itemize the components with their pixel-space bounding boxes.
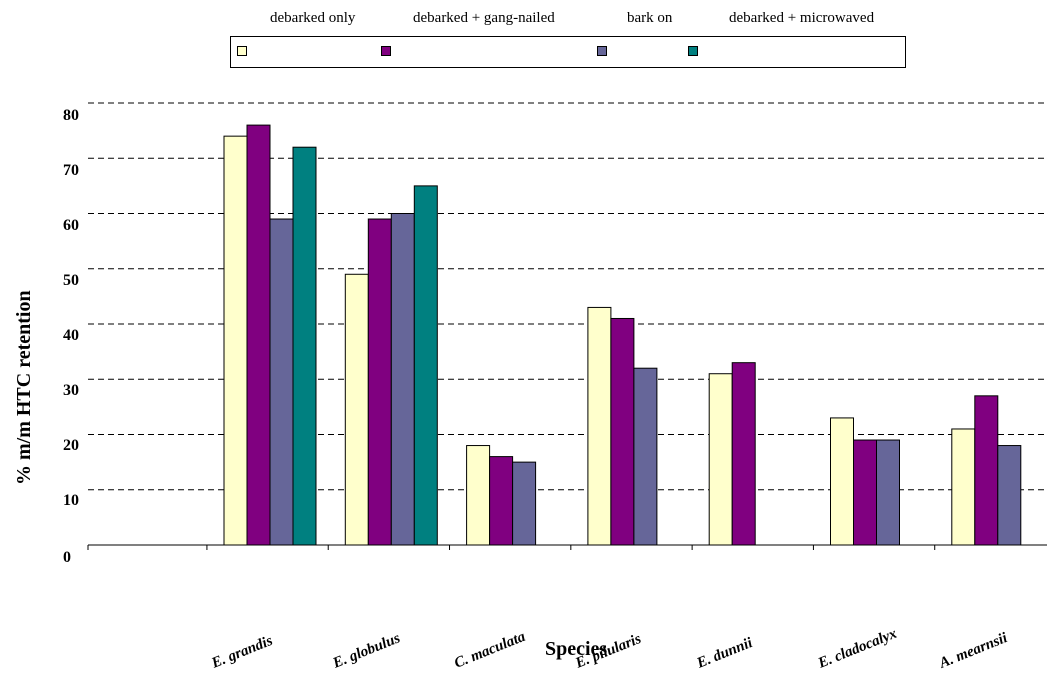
legend-label-bark-on: bark on — [627, 10, 673, 26]
bar — [853, 439, 877, 546]
bar — [830, 417, 854, 546]
legend-swatch-debarked-only — [237, 46, 247, 56]
y-tick-label: 10 — [63, 492, 79, 509]
bar — [633, 367, 658, 546]
bar — [876, 439, 900, 546]
bar — [390, 213, 415, 546]
bar — [731, 362, 756, 546]
y-tick-label: 20 — [63, 437, 79, 454]
bar — [708, 373, 733, 546]
y-tick-label: 70 — [63, 162, 79, 179]
x-tick-label: E. dunnii — [694, 635, 756, 672]
x-axis-label: Species — [545, 638, 607, 660]
bar — [489, 456, 514, 546]
bar — [997, 445, 1022, 546]
y-axis-label: % m/m HTC retention — [13, 290, 35, 485]
y-tick-label: 50 — [63, 272, 79, 289]
bar — [951, 428, 976, 546]
y-tick-label: 0 — [63, 549, 71, 566]
y-tick-label: 80 — [63, 107, 79, 124]
bar — [512, 461, 537, 546]
legend-label-debarked-only: debarked only — [270, 10, 356, 26]
bar — [610, 317, 635, 546]
legend-label-debarked-microwaved: debarked + microwaved — [729, 10, 875, 26]
bar — [269, 218, 294, 546]
x-tick-label: E. globulus — [330, 630, 403, 672]
bar — [223, 135, 248, 546]
x-tick-label: E. grandis — [209, 633, 276, 672]
chart-legend — [230, 36, 906, 68]
bar — [587, 306, 612, 546]
bar — [466, 445, 491, 546]
bar — [344, 273, 369, 546]
bar — [367, 218, 392, 546]
x-tick-label: A. mearnsii — [936, 630, 1010, 672]
y-tick-label: 60 — [63, 217, 79, 234]
bar — [246, 124, 271, 546]
x-tick-label: E. cladocalyx — [815, 625, 900, 672]
legend-swatch-debarked-microwaved — [688, 46, 698, 56]
bar — [413, 185, 438, 546]
x-tick-label: C. maculata — [452, 629, 528, 672]
legend-swatch-bark-on — [597, 46, 607, 56]
legend-label-debarked-gang-nailed: debarked + gang-nailed — [413, 10, 555, 26]
y-tick-label: 40 — [63, 327, 79, 344]
legend-swatch-debarked-gang-nailed — [381, 46, 391, 56]
bar — [292, 146, 317, 546]
y-tick-label: 30 — [63, 382, 79, 399]
bar — [974, 395, 999, 546]
